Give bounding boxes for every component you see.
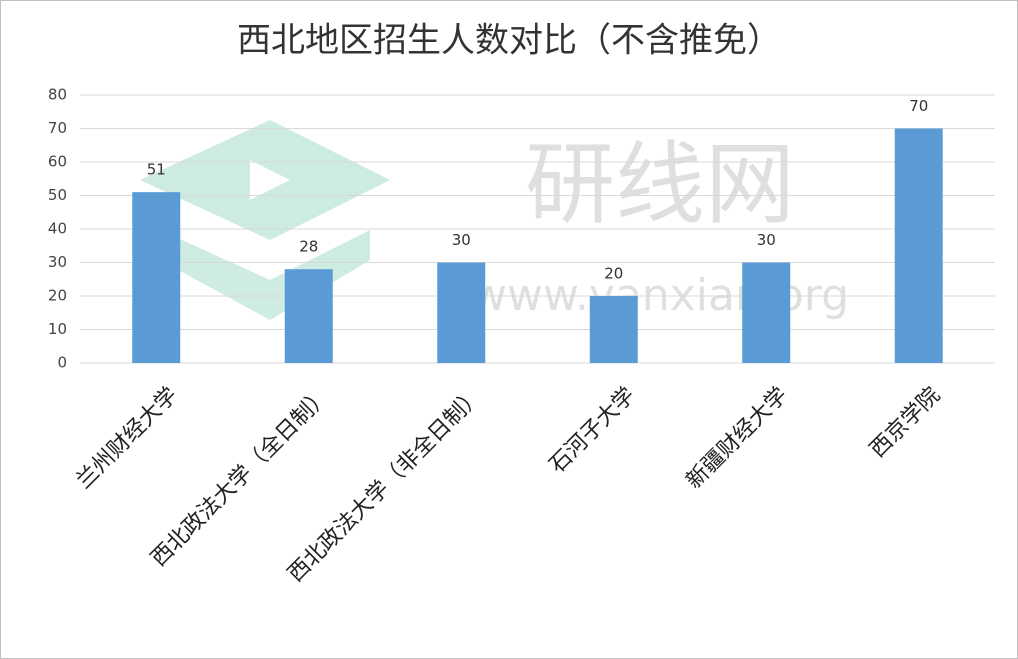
value-label: 51 <box>147 161 166 179</box>
y-tick-label: 80 <box>48 86 67 104</box>
watermark-title: 研线网 <box>525 132 795 237</box>
bar <box>132 192 181 363</box>
bar <box>589 296 638 363</box>
y-tick-label: 10 <box>48 320 67 338</box>
bar <box>284 269 333 363</box>
y-tick-label: 30 <box>48 253 67 271</box>
y-tick-label: 20 <box>48 287 67 305</box>
bar <box>894 128 943 363</box>
y-tick-label: 50 <box>48 186 67 204</box>
y-tick-label: 60 <box>48 153 67 171</box>
y-tick-label: 40 <box>48 220 67 238</box>
y-tick-label: 0 <box>57 354 67 372</box>
value-label: 70 <box>909 97 928 115</box>
value-label: 30 <box>757 231 776 249</box>
y-tick-label: 70 <box>48 119 67 137</box>
value-label: 20 <box>604 265 623 283</box>
chart-title: 西北地区招生人数对比（不含推免） <box>237 21 781 61</box>
value-label: 28 <box>299 238 318 256</box>
bar <box>437 262 486 363</box>
value-label: 30 <box>452 231 471 249</box>
bar <box>742 262 791 363</box>
